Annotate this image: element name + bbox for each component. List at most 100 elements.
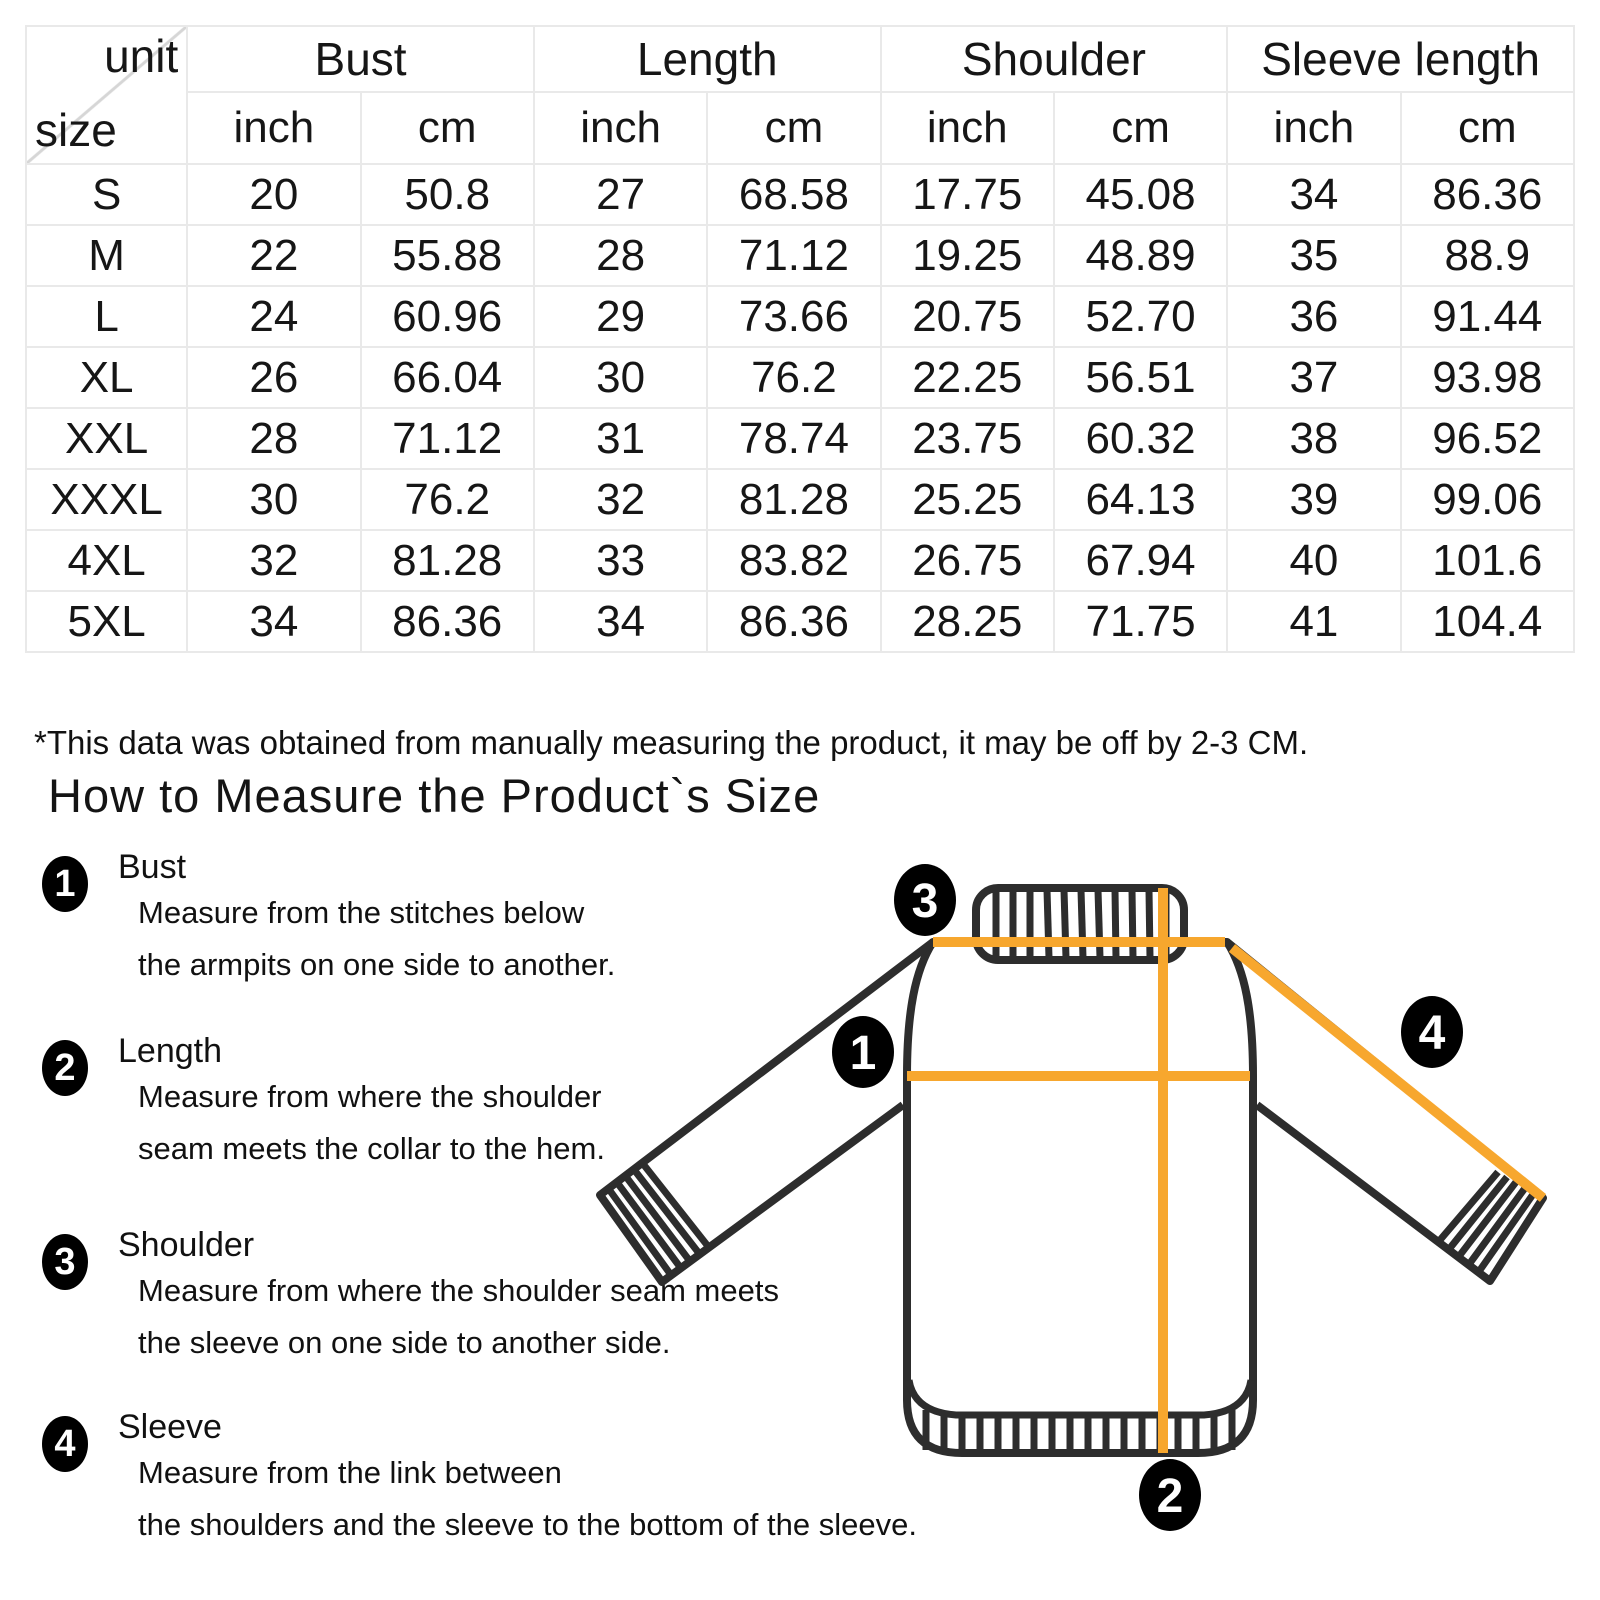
measurement-cell: 76.2 bbox=[359, 468, 535, 531]
measurement-cell: 34 bbox=[1226, 163, 1402, 226]
column-group-shoulder: Shoulder bbox=[879, 25, 1229, 93]
measurement-cell: 29 bbox=[532, 285, 709, 348]
measurement-cell: 60.32 bbox=[1052, 407, 1229, 470]
size-label: L bbox=[24, 285, 189, 348]
measurement-cell: 27 bbox=[532, 163, 709, 226]
instruction-length: 2 Length Measure from where the shoulder… bbox=[42, 1032, 605, 1175]
measurement-cell: 73.66 bbox=[706, 285, 882, 348]
instruction-content: Bust Measure from the stitches below the… bbox=[118, 848, 615, 991]
sweater-left-sleeve bbox=[596, 938, 936, 1286]
size-label: 5XL bbox=[24, 590, 189, 653]
measurement-cell: 35 bbox=[1226, 224, 1402, 287]
table-row: XL 26 66.04 30 76.2 22.25 56.51 37 93.98 bbox=[24, 346, 1576, 409]
instruction-bust: 1 Bust Measure from the stitches below t… bbox=[42, 848, 615, 991]
table-row: M 22 55.88 28 71.12 19.25 48.89 35 88.9 bbox=[24, 224, 1576, 287]
sweater-right-sleeve bbox=[1224, 938, 1547, 1285]
measurement-cell: 101.6 bbox=[1399, 529, 1576, 592]
measurement-cell: 86.36 bbox=[706, 590, 882, 653]
measurement-cell: 28.25 bbox=[879, 590, 1055, 653]
measurement-cell: 25.25 bbox=[879, 468, 1055, 531]
measurement-cell: 30 bbox=[532, 346, 709, 409]
instruction-title: Length bbox=[118, 1032, 222, 1070]
measurement-cell: 96.52 bbox=[1399, 407, 1576, 470]
measurement-cell: 86.36 bbox=[359, 590, 535, 653]
table-row: 5XL 34 86.36 34 86.36 28.25 71.75 41 104.4 bbox=[24, 590, 1576, 653]
measurement-cell: 71.12 bbox=[359, 407, 535, 470]
measurement-cell: 22.25 bbox=[879, 346, 1055, 409]
instruction-sleeve: 4 Sleeve Measure from the link between t… bbox=[42, 1408, 917, 1551]
measurement-cell: 26 bbox=[186, 346, 362, 409]
measurement-disclaimer: *This data was obtained from manually me… bbox=[34, 724, 1309, 761]
unit-header: cm bbox=[706, 91, 882, 165]
instruction-title: Bust bbox=[118, 848, 187, 886]
size-chart-table: unit size Bust Length Shoulder Sleeve le… bbox=[24, 25, 1576, 653]
svg-text:1: 1 bbox=[850, 1027, 877, 1080]
measurement-cell: 39 bbox=[1226, 468, 1402, 531]
instruction-content: Length Measure from where the shoulder s… bbox=[118, 1032, 605, 1175]
measurement-cell: 31 bbox=[532, 407, 709, 470]
instruction-description: Measure from where the shoulder seam mee… bbox=[138, 1273, 779, 1360]
size-label: XXL bbox=[24, 407, 189, 470]
marker-shoulder: 3 bbox=[894, 864, 956, 936]
measurement-cell: 60.96 bbox=[359, 285, 535, 348]
measurement-cell: 71.12 bbox=[706, 224, 882, 287]
instruction-content: Sleeve Measure from the link between the… bbox=[118, 1408, 917, 1551]
measurement-cell: 52.70 bbox=[1052, 285, 1229, 348]
table-row: 4XL 32 81.28 33 83.82 26.75 67.94 40 101.6 bbox=[24, 529, 1576, 592]
unit-header: cm bbox=[1052, 91, 1229, 165]
instruction-number-badge: 2 bbox=[42, 1040, 88, 1096]
measurement-cell: 86.36 bbox=[1399, 163, 1576, 226]
measurement-cell: 34 bbox=[532, 590, 709, 653]
measurement-cell: 45.08 bbox=[1052, 163, 1229, 226]
corner-size-label: size bbox=[35, 104, 117, 156]
table-row: S 20 50.8 27 68.58 17.75 45.08 34 86.36 bbox=[24, 163, 1576, 226]
measurement-cell: 19.25 bbox=[879, 224, 1055, 287]
measurement-cell: 38 bbox=[1226, 407, 1402, 470]
table-header-unit-row: inch cm inch cm inch cm inch cm bbox=[26, 91, 1576, 165]
measurement-cell: 40 bbox=[1226, 529, 1402, 592]
measurement-cell: 81.28 bbox=[359, 529, 535, 592]
measurement-cell: 78.74 bbox=[706, 407, 882, 470]
measurement-cell: 26.75 bbox=[879, 529, 1055, 592]
sweater-measurement-diagram: 1 2 3 4 bbox=[596, 864, 1547, 1531]
measurement-cell: 91.44 bbox=[1399, 285, 1576, 348]
size-label: M bbox=[24, 224, 189, 287]
table-row: XXL 28 71.12 31 78.74 23.75 60.32 38 96.52 bbox=[24, 407, 1576, 470]
sweater-body-outline bbox=[903, 938, 1257, 1457]
measurement-cell: 20 bbox=[186, 163, 362, 226]
measurement-cell: 17.75 bbox=[879, 163, 1055, 226]
instruction-description: Measure from the link between the should… bbox=[138, 1455, 917, 1542]
measurement-cell: 81.28 bbox=[706, 468, 882, 531]
measurement-cell: 24 bbox=[186, 285, 362, 348]
instruction-description: Measure from the stitches below the armp… bbox=[138, 895, 616, 982]
measurement-cell: 33 bbox=[532, 529, 709, 592]
column-group-length: Length bbox=[532, 25, 882, 93]
measurement-cell: 32 bbox=[532, 468, 709, 531]
unit-header: inch bbox=[879, 91, 1055, 165]
measurement-cell: 34 bbox=[186, 590, 362, 653]
instruction-number-badge: 3 bbox=[42, 1234, 88, 1290]
measurement-cell: 22 bbox=[186, 224, 362, 287]
measurement-cell: 28 bbox=[186, 407, 362, 470]
sleeve-measure-line bbox=[1228, 944, 1547, 1202]
measurement-cell: 55.88 bbox=[359, 224, 535, 287]
instruction-number-badge: 1 bbox=[42, 856, 88, 912]
measurement-cell: 68.58 bbox=[706, 163, 882, 226]
size-label: XL bbox=[24, 346, 189, 409]
size-label: 4XL bbox=[24, 529, 189, 592]
size-label: XXXL bbox=[24, 468, 189, 531]
measurement-cell: 93.98 bbox=[1399, 346, 1576, 409]
measurement-cell: 41 bbox=[1226, 590, 1402, 653]
measurement-cell: 76.2 bbox=[706, 346, 882, 409]
measurement-cell: 28 bbox=[532, 224, 709, 287]
size-label: S bbox=[24, 163, 189, 226]
measurement-cell: 48.89 bbox=[1052, 224, 1229, 287]
measurement-cell: 67.94 bbox=[1052, 529, 1229, 592]
table-header-group-row: unit size Bust Length Shoulder Sleeve le… bbox=[24, 25, 1575, 165]
svg-text:2: 2 bbox=[1157, 1470, 1184, 1523]
marker-bust: 1 bbox=[832, 1016, 894, 1088]
column-group-bust: Bust bbox=[186, 25, 535, 93]
marker-length: 2 bbox=[1139, 1459, 1201, 1531]
measurement-cell: 104.4 bbox=[1399, 590, 1576, 653]
measurement-cell: 56.51 bbox=[1052, 346, 1229, 409]
